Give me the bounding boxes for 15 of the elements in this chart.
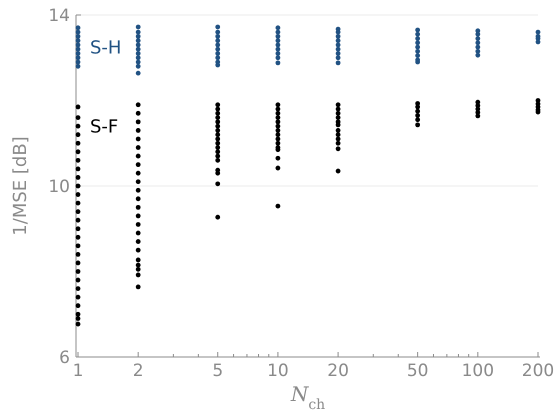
- x-tick-label: 1: [72, 361, 84, 381]
- y-axis-title: 1/MSE [dB]: [10, 136, 31, 236]
- x-axis-title: N$_{ch}$: [290, 382, 326, 411]
- y-tick-label: 10: [48, 176, 70, 197]
- x-tick-label: 10: [267, 361, 289, 381]
- y-tick-label: 6: [59, 348, 70, 368]
- x-tick-label: 20: [327, 361, 349, 381]
- x-tick-label: 50: [406, 361, 428, 381]
- x-tick-label: 2: [132, 361, 144, 381]
- x-tick-label: 100: [462, 361, 494, 381]
- y-tick-label: 14: [48, 6, 70, 26]
- x-tick-label: 5: [212, 361, 224, 381]
- x-tick-label: 200: [522, 361, 554, 381]
- series-label: S-F: [90, 116, 118, 138]
- series-label: S-H: [90, 37, 122, 58]
